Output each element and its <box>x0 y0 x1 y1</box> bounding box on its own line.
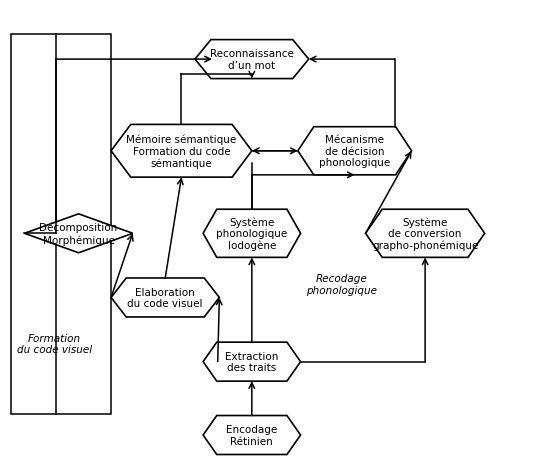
Polygon shape <box>25 214 133 253</box>
Text: Système
de conversion
grapho-phonémique: Système de conversion grapho-phonémique <box>372 217 478 251</box>
Text: Formation
du code visuel: Formation du code visuel <box>16 333 92 354</box>
Text: Mémoire sémantique
Formation du code
sémantique: Mémoire sémantique Formation du code sém… <box>126 134 237 169</box>
Polygon shape <box>203 343 300 382</box>
Text: Elaboration
du code visuel: Elaboration du code visuel <box>127 287 203 309</box>
Polygon shape <box>111 125 252 178</box>
Polygon shape <box>365 210 485 258</box>
Polygon shape <box>195 40 309 79</box>
Text: Reconnaissance
d’un mot: Reconnaissance d’un mot <box>210 49 294 71</box>
Text: Recodage
phonologique: Recodage phonologique <box>306 273 377 295</box>
Text: Décomposition
Morphémique: Décomposition Morphémique <box>39 222 118 245</box>
Polygon shape <box>111 278 219 317</box>
Text: Encodage
Rétinien: Encodage Rétinien <box>226 424 277 446</box>
Text: Extraction
des traits: Extraction des traits <box>225 351 278 373</box>
Polygon shape <box>298 127 411 175</box>
Text: Système
phonologique
lodogène: Système phonologique lodogène <box>216 217 288 251</box>
Polygon shape <box>203 210 300 258</box>
Text: Mécanisme
de décision
phonologique: Mécanisme de décision phonologique <box>319 135 391 168</box>
Polygon shape <box>203 416 300 455</box>
Bar <box>11 35 111 414</box>
